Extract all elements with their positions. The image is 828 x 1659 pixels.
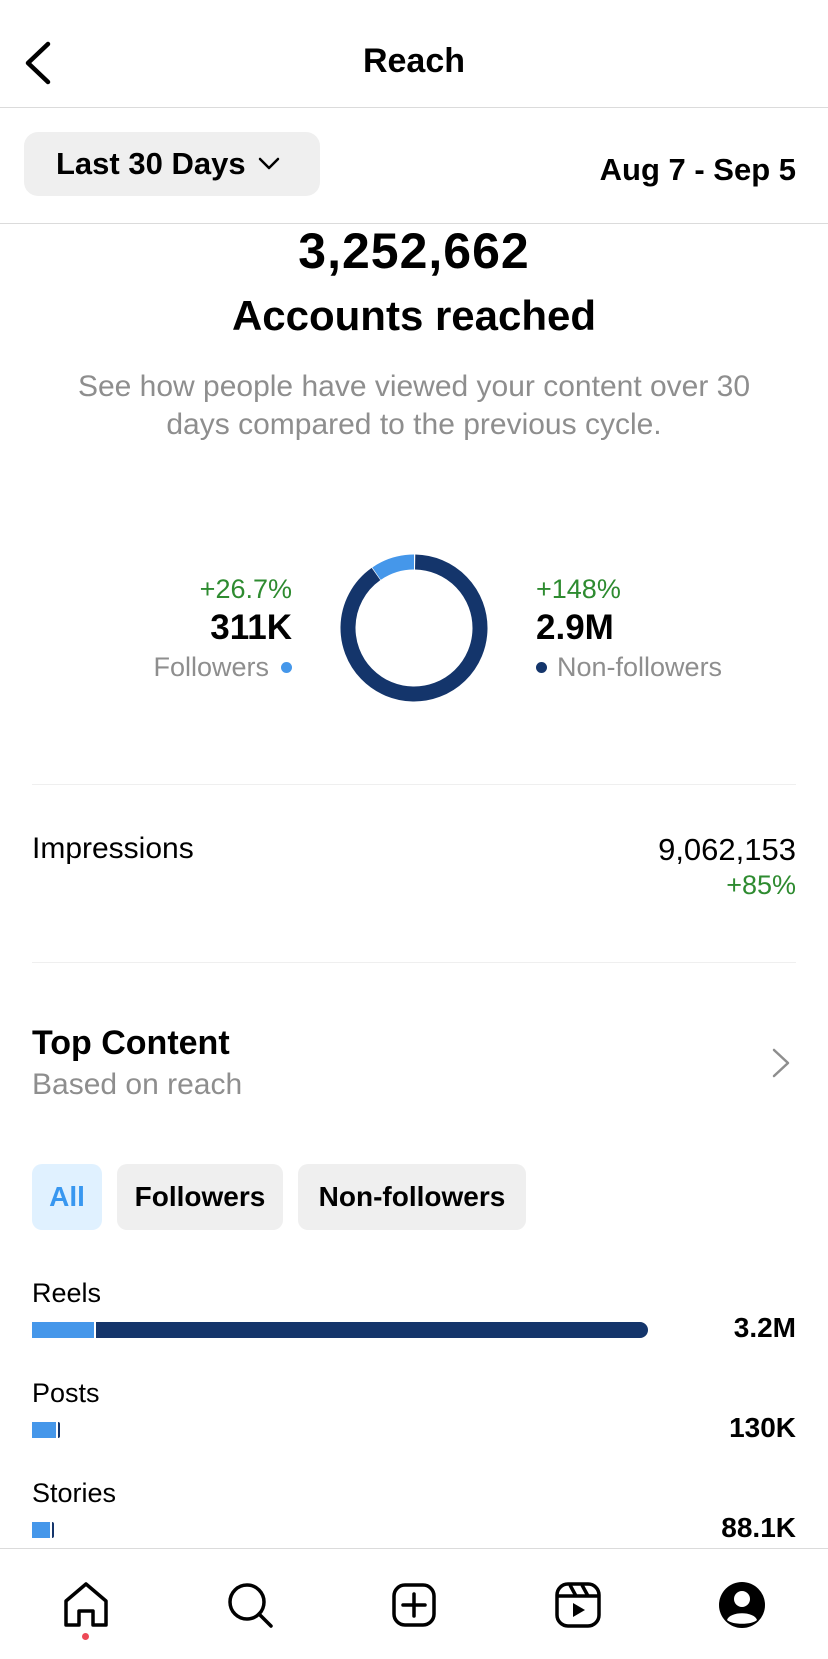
followers-legend: Followers xyxy=(153,650,292,684)
bar-segment-followers xyxy=(32,1522,51,1538)
content-type-bar xyxy=(32,1322,648,1338)
page-title: Reach xyxy=(362,42,466,80)
create-icon xyxy=(392,1583,436,1627)
content-type-value: 3.2M xyxy=(733,1312,796,1343)
tab-reels[interactable] xyxy=(550,1577,606,1633)
home-icon xyxy=(64,1582,108,1627)
period-label: Last 30 Days xyxy=(56,146,246,181)
accounts-reached-label: Accounts reached xyxy=(231,292,597,339)
reach-description: See how people have viewed your content … xyxy=(77,370,751,441)
bar-segment-followers xyxy=(32,1422,57,1438)
tab-create[interactable] xyxy=(386,1577,442,1633)
date-range: Aug 7 - Sep 5 xyxy=(599,152,796,187)
followers-stat: +26.7% 311K Followers xyxy=(153,572,292,684)
filter-chip-all[interactable]: All xyxy=(32,1164,102,1230)
filter-chip-followers[interactable]: Followers xyxy=(117,1164,283,1230)
tab-search[interactable] xyxy=(222,1577,278,1633)
bottom-tab-bar xyxy=(0,1548,828,1659)
impressions-change: +85% xyxy=(726,870,796,900)
followers-label: Followers xyxy=(153,652,269,682)
non-followers-legend: Non-followers xyxy=(536,650,722,684)
non-followers-value: 2.9M xyxy=(536,608,614,647)
top-content-subtitle: Based on reach xyxy=(32,1068,243,1101)
donut-segment-non-followers xyxy=(340,554,488,702)
impressions-value: 9,062,153 xyxy=(658,832,796,867)
followers-dot-icon xyxy=(281,661,292,673)
period-filter-bar: Last 30 Days Aug 7 - Sep 5 xyxy=(0,108,828,224)
period-dropdown[interactable]: Last 30 Days xyxy=(24,132,320,196)
followers-value: 311K xyxy=(210,608,292,647)
divider xyxy=(32,784,796,785)
tab-home[interactable] xyxy=(58,1577,114,1633)
non-followers-label: Non-followers xyxy=(557,652,723,682)
content-type-label: Posts xyxy=(32,1378,100,1408)
divider xyxy=(32,962,796,963)
content-type-value: 88.1K xyxy=(721,1512,796,1543)
top-bar: Reach xyxy=(0,0,828,108)
content-type-label: Reels xyxy=(32,1278,102,1308)
reach-donut-chart xyxy=(340,554,488,702)
bar-segment-non-followers xyxy=(58,1422,61,1438)
content-type-label: Stories xyxy=(32,1478,117,1508)
filter-chip-non-followers[interactable]: Non-followers xyxy=(298,1164,526,1230)
non-followers-stat: +148% 2.9M Non-followers xyxy=(536,572,722,684)
content-type-value: 130K xyxy=(729,1412,796,1443)
content-type-bar xyxy=(32,1422,61,1438)
followers-change: +26.7% xyxy=(199,574,292,604)
bar-segment-non-followers xyxy=(52,1522,55,1538)
bar-segment-non-followers xyxy=(95,1322,648,1338)
notification-dot xyxy=(82,1633,89,1640)
chevron-down-icon xyxy=(258,157,279,170)
impressions-label: Impressions xyxy=(32,832,194,865)
accounts-reached-total: 3,252,662 xyxy=(298,223,530,279)
top-content-title[interactable]: Top Content xyxy=(32,1024,230,1062)
content-type-bar xyxy=(32,1522,55,1538)
tab-profile[interactable] xyxy=(714,1577,770,1633)
non-followers-dot-icon xyxy=(536,661,547,673)
chevron-right-icon[interactable] xyxy=(770,1046,792,1080)
chevron-left-icon xyxy=(25,41,51,85)
bar-segment-followers xyxy=(32,1322,94,1338)
profile-icon xyxy=(719,1582,765,1628)
back-button[interactable] xyxy=(20,38,60,88)
search-icon xyxy=(228,1583,273,1628)
reels-icon xyxy=(555,1582,601,1628)
non-followers-change: +148% xyxy=(536,574,621,604)
